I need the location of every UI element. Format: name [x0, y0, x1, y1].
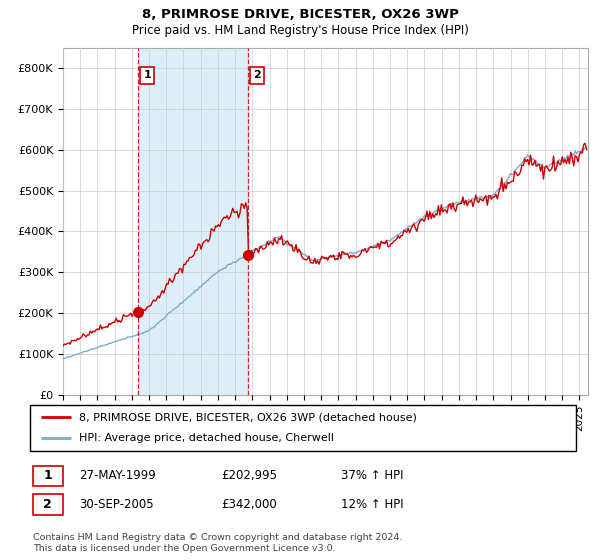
Text: £202,995: £202,995 [221, 469, 277, 483]
Text: 8, PRIMROSE DRIVE, BICESTER, OX26 3WP (detached house): 8, PRIMROSE DRIVE, BICESTER, OX26 3WP (d… [79, 412, 417, 422]
Bar [33, 465, 63, 486]
Text: 8, PRIMROSE DRIVE, BICESTER, OX26 3WP: 8, PRIMROSE DRIVE, BICESTER, OX26 3WP [142, 8, 458, 21]
Text: Contains HM Land Registry data © Crown copyright and database right 2024.
This d: Contains HM Land Registry data © Crown c… [33, 533, 403, 553]
Text: 30-SEP-2005: 30-SEP-2005 [79, 498, 154, 511]
Text: 37% ↑ HPI: 37% ↑ HPI [341, 469, 404, 483]
Text: 2: 2 [43, 498, 52, 511]
Text: 12% ↑ HPI: 12% ↑ HPI [341, 498, 404, 511]
Text: 2: 2 [253, 71, 261, 81]
Text: Price paid vs. HM Land Registry's House Price Index (HPI): Price paid vs. HM Land Registry's House … [131, 24, 469, 36]
Text: 27-MAY-1999: 27-MAY-1999 [79, 469, 156, 483]
Bar [33, 494, 63, 515]
Bar [138, 48, 248, 395]
Text: £342,000: £342,000 [221, 498, 277, 511]
Text: HPI: Average price, detached house, Cherwell: HPI: Average price, detached house, Cher… [79, 433, 334, 444]
Text: 1: 1 [143, 71, 151, 81]
Text: 1: 1 [43, 469, 52, 483]
